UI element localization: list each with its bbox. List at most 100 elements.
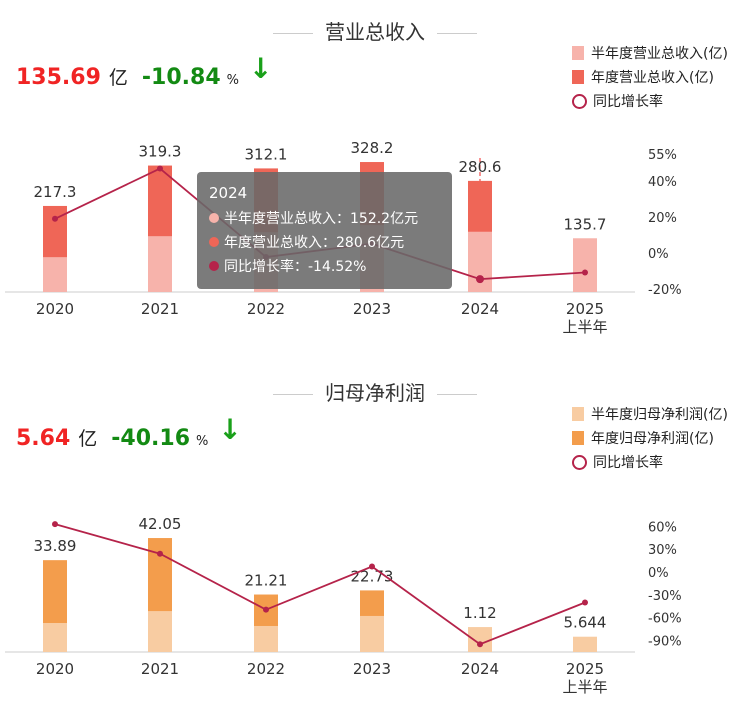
growth-point <box>582 269 588 276</box>
bar-value-label: 328.2 <box>351 139 394 157</box>
bar-value-label: 5.644 <box>564 614 607 632</box>
profit-kpi-value: 5.64 <box>16 426 71 451</box>
legend-item-half[interactable]: 半年度营业总收入(亿) <box>572 41 728 65</box>
bar-value-label: 280.6 <box>459 158 502 176</box>
bar-half-year <box>573 636 597 652</box>
legend-ring-icon <box>572 454 587 470</box>
bar-half-year <box>468 627 492 652</box>
x-tick-label: 2020 <box>36 660 74 678</box>
dot-icon <box>209 261 219 271</box>
tooltip: 2024 半年度营业总收入：152.2亿元 年度营业总收入：280.6亿元 同比… <box>197 172 452 289</box>
arrow-down-icon: ↓ <box>218 413 242 446</box>
profit-kpi-pct: % <box>196 434 209 449</box>
y2-tick-label: 0% <box>648 247 669 262</box>
bar-half-year <box>43 623 67 652</box>
x-tick-label: 2025 <box>566 660 604 678</box>
growth-point <box>477 641 483 648</box>
growth-point <box>52 215 58 222</box>
y2-tick-label: 40% <box>648 175 677 190</box>
tooltip-row: 半年度营业总收入：152.2亿元 <box>209 206 452 230</box>
x-tick-label: 上半年 <box>562 318 607 336</box>
dot-icon <box>209 237 219 247</box>
bar-value-label: 22.73 <box>351 567 394 585</box>
legend-item-half[interactable]: 半年度归母净利润(亿) <box>572 402 728 426</box>
legend-label: 半年度归母净利润(亿) <box>591 407 728 423</box>
legend-label: 同比增长率 <box>593 455 663 471</box>
tooltip-title: 2024 <box>209 184 248 202</box>
y2-tick-label: -30% <box>648 589 682 604</box>
arrow-down-icon: ↓ <box>249 52 273 85</box>
profit-kpi-change: -40.16 <box>111 426 191 451</box>
legend-item-year[interactable]: 年度营业总收入(亿) <box>572 65 728 89</box>
y2-tick-label: 30% <box>648 543 677 558</box>
legend-swatch <box>572 46 584 60</box>
growth-point <box>582 599 588 606</box>
x-tick-label: 2021 <box>141 300 179 318</box>
x-tick-label: 2024 <box>461 300 499 318</box>
tooltip-text: 同比增长率：-14.52% <box>224 259 367 275</box>
legend-swatch <box>572 431 584 445</box>
bar-value-label: 135.7 <box>564 215 607 233</box>
x-tick-label: 2023 <box>353 300 391 318</box>
revenue-kpi-value: 135.69 <box>16 65 101 90</box>
x-tick-label: 上半年 <box>562 678 607 696</box>
legend-item-year[interactable]: 年度归母净利润(亿) <box>572 426 728 450</box>
x-tick-label: 2022 <box>247 300 285 318</box>
legend-item-growth[interactable]: 同比增长率 <box>572 89 728 113</box>
bar-half-year <box>573 238 597 292</box>
dot-icon <box>209 213 219 223</box>
bar-half-year <box>254 625 278 652</box>
growth-point <box>52 521 58 528</box>
x-tick-label: 2020 <box>36 300 74 318</box>
x-tick-label: 2022 <box>247 660 285 678</box>
growth-point <box>157 165 163 172</box>
x-tick-label: 2021 <box>141 660 179 678</box>
bar-value-label: 312.1 <box>245 145 288 163</box>
growth-point <box>157 550 163 557</box>
bar-value-label: 319.3 <box>139 143 182 161</box>
legend-swatch <box>572 407 584 421</box>
y2-tick-label: 20% <box>648 211 677 226</box>
legend-label: 年度营业总收入(亿) <box>591 70 714 86</box>
bar-value-label: 33.89 <box>34 537 77 555</box>
profit-title: 归母净利润 <box>0 377 750 406</box>
y2-tick-label: 55% <box>648 148 677 163</box>
profit-kpi-unit: 亿 <box>78 428 98 450</box>
profit-legend: 半年度归母净利润(亿) 年度归母净利润(亿) 同比增长率 <box>572 402 728 474</box>
y2-tick-label: -90% <box>648 634 682 649</box>
legend-label: 半年度营业总收入(亿) <box>591 46 728 62</box>
growth-line <box>54 523 586 646</box>
growth-point <box>476 275 484 284</box>
revenue-legend: 半年度营业总收入(亿) 年度营业总收入(亿) 同比增长率 <box>572 41 728 113</box>
bar-value-label: 21.21 <box>245 572 288 590</box>
bar-half-year <box>148 611 172 652</box>
legend-ring-icon <box>572 93 587 109</box>
legend-item-growth[interactable]: 同比增长率 <box>572 450 728 474</box>
growth-point <box>369 563 375 570</box>
y2-tick-label: 60% <box>648 520 677 535</box>
revenue-kpi-change: -10.84 <box>141 65 221 90</box>
revenue-title: 营业总收入 <box>0 16 750 45</box>
growth-point <box>263 606 269 613</box>
revenue-kpi-pct: % <box>226 73 239 88</box>
tooltip-row: 同比增长率：-14.52% <box>209 254 452 278</box>
tooltip-text: 半年度营业总收入：152.2亿元 <box>224 211 419 227</box>
bar-value-label: 217.3 <box>34 183 77 201</box>
tooltip-text: 年度营业总收入：280.6亿元 <box>224 235 405 251</box>
x-tick-label: 2024 <box>461 660 499 678</box>
legend-label: 同比增长率 <box>593 94 663 110</box>
revenue-title-text: 营业总收入 <box>325 20 425 44</box>
x-tick-label: 2023 <box>353 660 391 678</box>
bar-half-year <box>360 615 384 652</box>
bar-value-label: 42.05 <box>139 515 182 533</box>
legend-label: 年度归母净利润(亿) <box>591 431 714 447</box>
profit-kpi: 5.64 亿 -40.16% ↓ <box>16 413 242 452</box>
profit-title-text: 归母净利润 <box>325 381 425 405</box>
legend-swatch <box>572 70 584 84</box>
tooltip-row: 年度营业总收入：280.6亿元 <box>209 230 452 254</box>
bar-half-year <box>148 236 172 292</box>
y2-tick-label: 0% <box>648 566 669 581</box>
y2-tick-label: -60% <box>648 612 682 627</box>
